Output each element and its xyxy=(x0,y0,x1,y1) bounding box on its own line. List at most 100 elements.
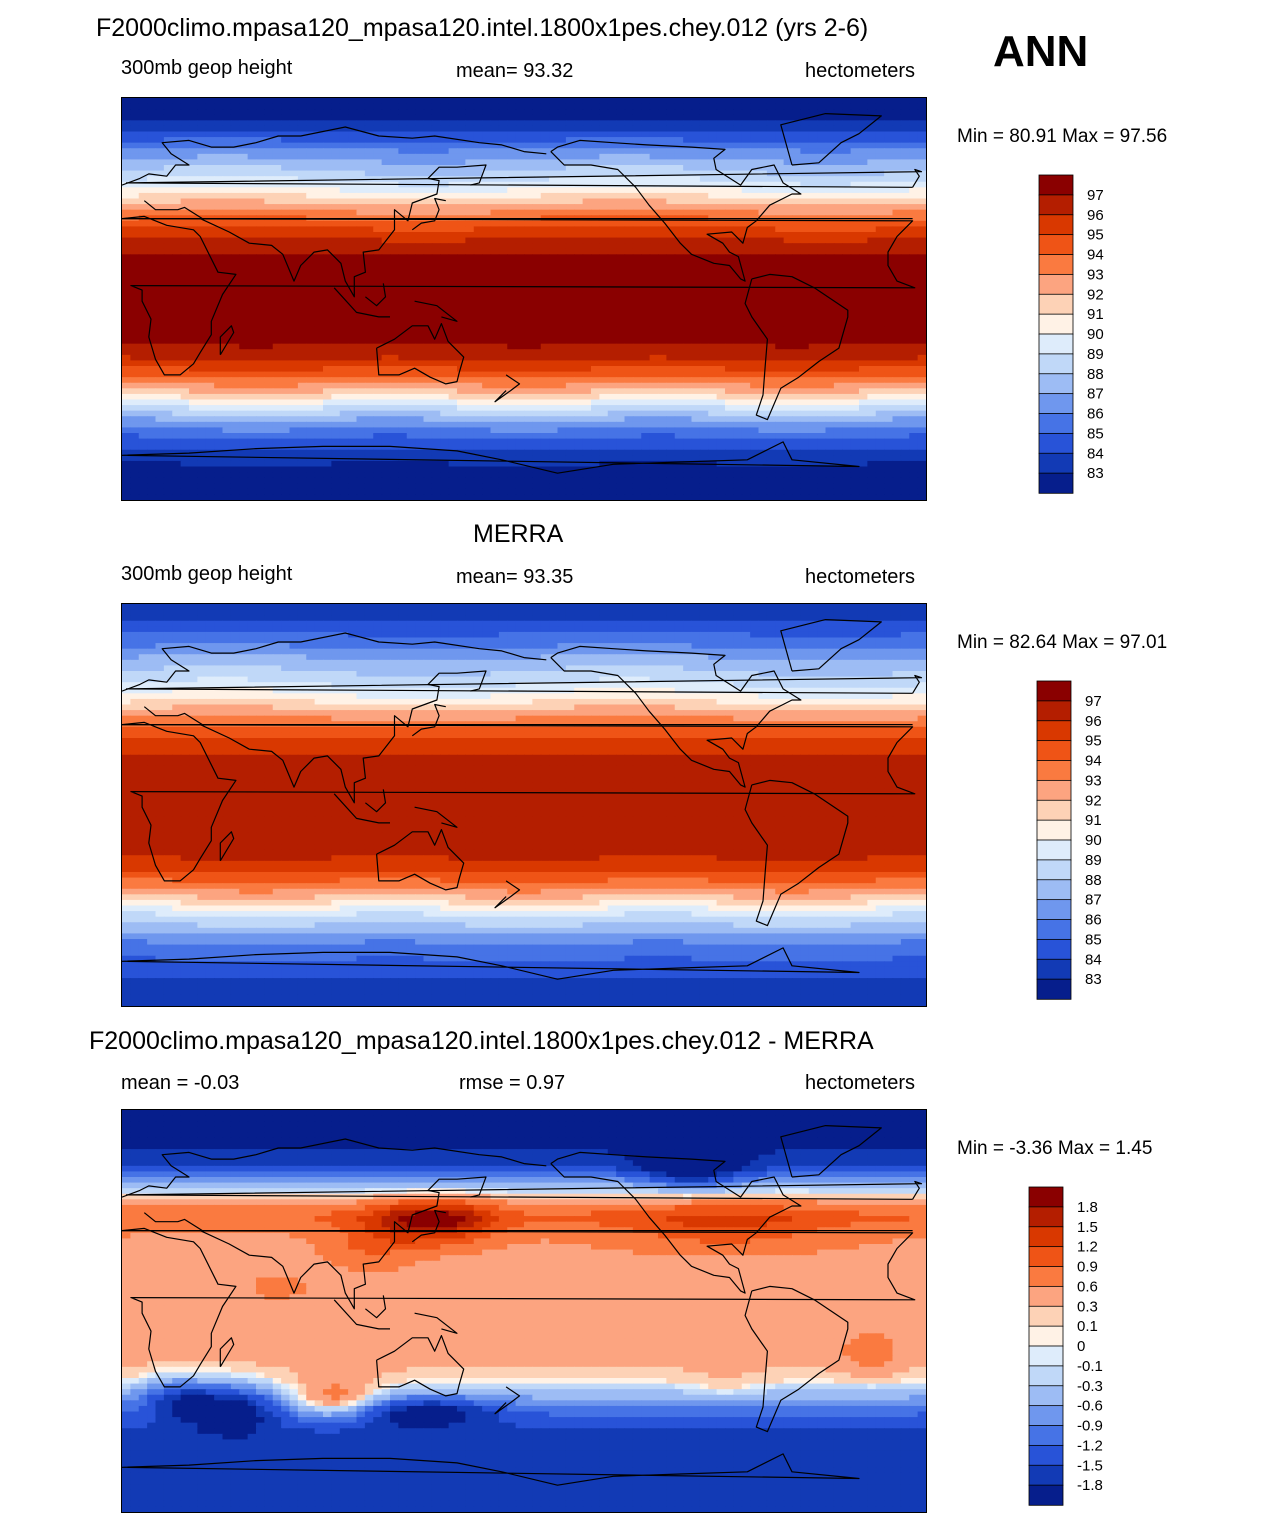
field-cell xyxy=(817,349,827,356)
field-cell xyxy=(138,332,148,339)
field-cell xyxy=(197,321,207,328)
field-cell xyxy=(306,103,316,110)
field-cell xyxy=(683,259,693,267)
field-cell xyxy=(490,248,500,255)
field-cell xyxy=(524,254,533,261)
field-cell xyxy=(900,354,910,362)
field-cell xyxy=(222,142,232,149)
field-cell xyxy=(632,192,642,200)
field-cell xyxy=(725,332,734,339)
field-cell xyxy=(272,254,282,261)
field-cell xyxy=(482,148,492,155)
field-cell xyxy=(859,114,868,121)
field-cell xyxy=(833,343,843,350)
field-cell xyxy=(725,209,734,216)
field-cell xyxy=(348,220,358,228)
field-cell xyxy=(515,377,525,384)
field-cell xyxy=(641,366,651,373)
field-cell xyxy=(641,276,651,283)
field-cell xyxy=(574,299,584,306)
field-cell xyxy=(222,287,232,295)
field-cell xyxy=(289,153,299,161)
field-cell xyxy=(532,192,542,200)
field-cell xyxy=(155,176,165,183)
field-cell xyxy=(859,366,868,373)
field-cell xyxy=(733,293,743,300)
field-cell xyxy=(758,109,768,116)
field-cell xyxy=(641,159,651,166)
field-cell xyxy=(800,137,810,144)
field-cell xyxy=(549,237,559,244)
field-cell xyxy=(524,131,533,138)
field-cell xyxy=(138,259,148,267)
field-cell xyxy=(792,153,801,161)
field-cell xyxy=(339,170,349,177)
field-cell xyxy=(122,120,131,127)
field-cell xyxy=(155,142,165,149)
field-cell xyxy=(515,137,525,144)
field-cell xyxy=(498,226,508,233)
field-cell xyxy=(783,315,793,322)
field-cell xyxy=(498,170,508,177)
field-cell xyxy=(482,142,492,149)
field-cell xyxy=(230,304,240,311)
field-cell xyxy=(205,243,215,250)
field-cell xyxy=(825,170,835,177)
field-cell xyxy=(189,271,198,278)
field-cell xyxy=(549,315,559,322)
field-cell xyxy=(465,209,475,216)
field-cell xyxy=(524,148,533,155)
field-cell xyxy=(440,153,450,161)
field-cell xyxy=(775,282,785,289)
field-cell xyxy=(390,204,399,211)
field-cell xyxy=(766,338,776,345)
field-cell xyxy=(808,192,818,200)
field-cell xyxy=(314,142,324,149)
field-cell xyxy=(808,114,818,121)
field-cell xyxy=(122,382,131,389)
field-cell xyxy=(825,276,835,283)
field-cell xyxy=(540,265,550,272)
field-cell xyxy=(691,371,701,378)
field-cell xyxy=(122,220,131,228)
field-cell xyxy=(147,287,157,295)
field-cell xyxy=(364,204,374,211)
field-cell xyxy=(498,371,508,378)
field-cell xyxy=(172,366,182,373)
field-cell xyxy=(314,243,324,250)
field-cell xyxy=(532,204,542,211)
field-cell xyxy=(565,276,575,283)
field-cell xyxy=(155,109,165,116)
field-cell xyxy=(775,343,785,350)
field-cell xyxy=(708,125,718,133)
field-cell xyxy=(649,377,659,384)
field-cell xyxy=(716,148,726,155)
field-cell xyxy=(130,226,140,233)
field-cell xyxy=(247,98,257,105)
field-cell xyxy=(716,377,726,384)
field-cell xyxy=(909,243,919,250)
field-cell xyxy=(197,243,207,250)
field-cell xyxy=(825,109,835,116)
field-cell xyxy=(440,109,450,116)
field-cell xyxy=(800,276,810,283)
field-cell xyxy=(624,377,634,384)
field-cell xyxy=(691,243,701,250)
field-cell xyxy=(582,153,592,161)
field-cell xyxy=(448,226,458,233)
field-cell xyxy=(741,371,751,378)
field-cell xyxy=(163,131,173,138)
field-cell xyxy=(239,315,249,322)
field-cell xyxy=(482,159,492,166)
field-cell xyxy=(691,170,701,177)
field-cell xyxy=(917,109,926,116)
field-cell xyxy=(725,349,734,356)
field-cell xyxy=(691,165,701,172)
field-cell xyxy=(540,326,550,334)
field-cell xyxy=(641,181,651,188)
field-cell xyxy=(641,103,651,110)
field-cell xyxy=(323,304,332,311)
field-cell xyxy=(733,170,743,177)
field-cell xyxy=(423,137,433,144)
field-cell xyxy=(775,153,785,161)
